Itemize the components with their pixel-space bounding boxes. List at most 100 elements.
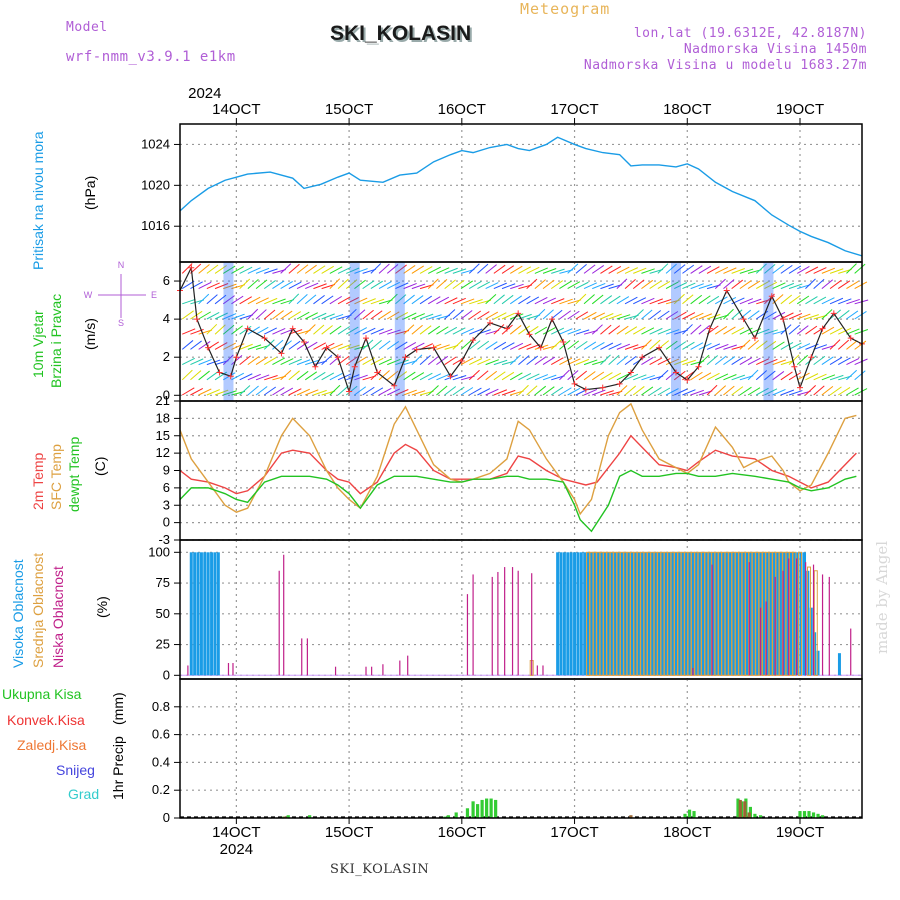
wind-barb [387, 358, 401, 366]
wind-speed-point [261, 335, 268, 342]
wind-barb [797, 266, 810, 274]
wind-barb [370, 387, 384, 396]
wind-barb [395, 282, 409, 290]
wind-speed-point [656, 344, 663, 351]
wind-barb [354, 374, 368, 381]
cloud-bar-high [660, 552, 664, 676]
wind-barb [559, 310, 572, 320]
cloud-bar-low [531, 573, 533, 676]
wind-speed-point [599, 384, 606, 391]
cloud-bar-high [657, 552, 661, 676]
wind-barb [846, 310, 859, 320]
compass-e: E [151, 290, 157, 300]
wind-barb [403, 389, 417, 396]
wind-barb [649, 310, 662, 320]
wind-barb [764, 388, 778, 396]
wind-barb [272, 310, 284, 320]
wind-barb [788, 265, 802, 274]
wind-barb [198, 358, 212, 366]
x-top-tick: 17OCT [550, 101, 598, 118]
wind-barb [559, 328, 573, 335]
wind-barb [182, 328, 196, 335]
wind-barb [403, 265, 416, 274]
wind-barb [764, 329, 778, 335]
cloud-bar-high [654, 552, 658, 676]
wind-barb [838, 298, 852, 305]
wind-barb [739, 339, 751, 350]
wind-barb [280, 310, 293, 320]
wind-barb [181, 310, 194, 320]
wind-barb [624, 344, 639, 350]
cloud-bar-low [227, 663, 230, 676]
wind-barb [452, 386, 465, 396]
legend-freezing-rain: Zaledj.Kisa [17, 737, 87, 753]
precip-bar [465, 808, 470, 818]
wind-band [223, 262, 234, 401]
wind-barb [313, 389, 327, 396]
wind-barb [501, 294, 514, 305]
wind-speed-point [233, 354, 240, 361]
cloud-bar-low [466, 594, 469, 676]
wind-barb [796, 354, 809, 365]
wind-barb [649, 280, 662, 290]
wind-barb [673, 264, 686, 274]
wind-barb [247, 355, 260, 366]
wind-barb [198, 293, 210, 305]
wind-barb [788, 390, 803, 396]
wind-barb [624, 355, 637, 366]
cloud-bar-high [573, 552, 577, 676]
wind-barb [214, 294, 227, 305]
wind-barb [665, 358, 680, 366]
wind-barb [501, 265, 515, 274]
wind-barb [337, 385, 349, 396]
wind-barb [608, 325, 621, 335]
wind-barb [263, 357, 277, 366]
wind-barb [428, 266, 441, 274]
ytick-label: 0 [163, 667, 170, 682]
wind-speed-point [227, 373, 234, 380]
wind-barb [313, 312, 327, 320]
precip-bar [471, 801, 475, 818]
wind-barb [247, 296, 261, 305]
cloud-bar-high [189, 552, 193, 676]
wind-barb [788, 295, 801, 305]
wind-barb [550, 280, 564, 290]
wind-barb [206, 282, 220, 290]
wind-barb [616, 385, 628, 396]
cloud-bar-high [809, 607, 813, 676]
wind-barb [460, 387, 474, 396]
wind-barb [739, 386, 752, 396]
wind-speed-point [808, 354, 815, 361]
cloud-bar-low [472, 574, 474, 676]
wind-barb [837, 386, 851, 396]
wind-barb [624, 278, 636, 289]
ytick-label: 12 [156, 445, 170, 460]
wind-barb [747, 339, 760, 350]
wind-barbs [181, 263, 869, 396]
wind-barb [510, 283, 524, 290]
wind-barb [313, 371, 326, 381]
wind-barb [616, 325, 629, 335]
wind-barb [436, 267, 450, 274]
wind-barb [608, 295, 621, 305]
wind-barb [534, 356, 547, 366]
wind-barb [485, 293, 497, 305]
cloud-bar-high [586, 552, 590, 676]
wind-barb [518, 372, 532, 381]
wind-barb [370, 340, 382, 350]
wind-barb [477, 311, 490, 320]
wind-barb [509, 325, 522, 335]
cloud-bar-low [711, 564, 713, 676]
cloud-bar-high [603, 552, 607, 676]
wind-barb [715, 266, 729, 274]
wind-barb [829, 268, 844, 274]
wind-barb [190, 281, 203, 290]
wind-barb [723, 356, 736, 366]
wind-barb [280, 369, 292, 381]
wind-barb [452, 375, 467, 381]
wind-barb [305, 389, 319, 396]
wind-barb [181, 340, 194, 350]
wind-speed-point [627, 369, 634, 376]
wind-barb [378, 387, 392, 396]
cloud-bar-high [691, 552, 695, 676]
